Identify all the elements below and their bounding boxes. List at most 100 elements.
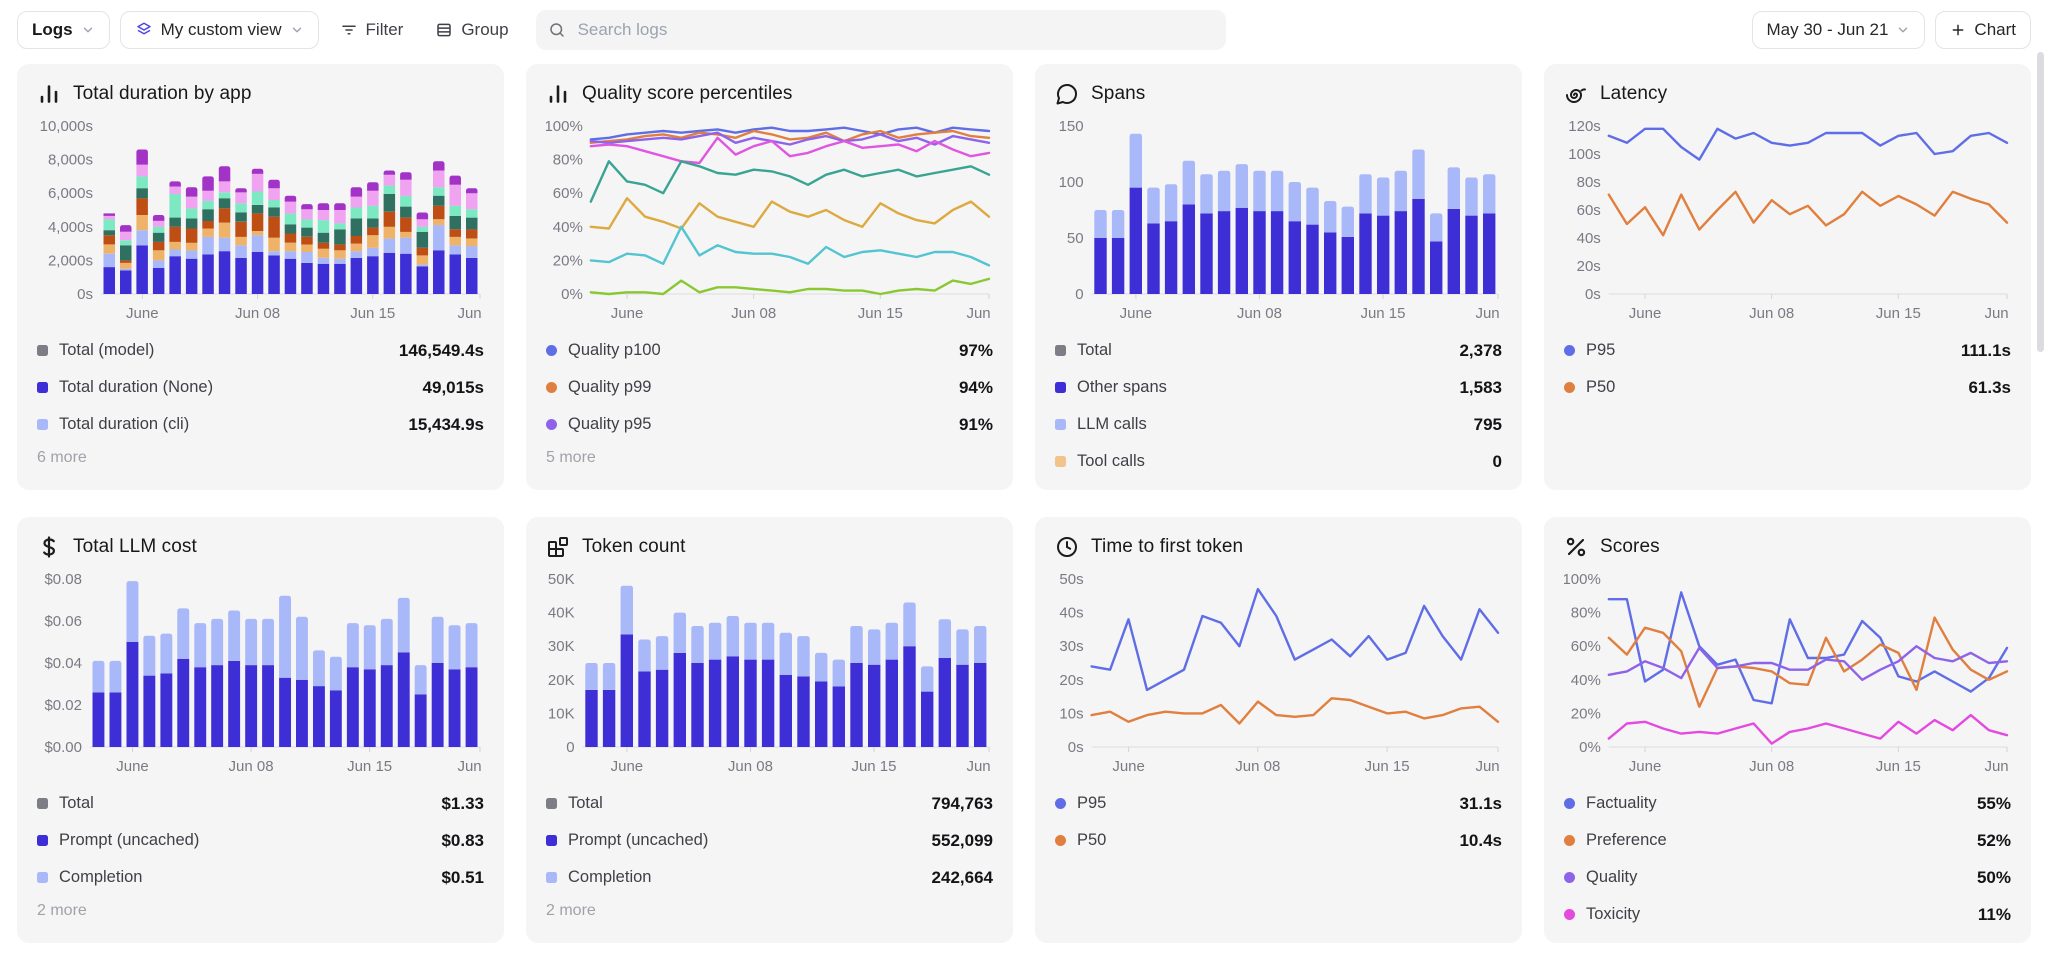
svg-text:Jun 15: Jun 15 [350, 305, 395, 322]
svg-text:10K: 10K [548, 705, 575, 722]
legend-value: 242,664 [931, 867, 993, 887]
rows-icon [435, 21, 453, 39]
chart-canvas[interactable]: 0% 20% 40% 60% 80% 100% June Jun 08 Jun 15 Jun 22 [1564, 569, 2011, 777]
legend-item[interactable]: Quality 50% [1564, 859, 2011, 896]
svg-text:20%: 20% [1571, 705, 1601, 722]
date-range-button[interactable]: May 30 - Jun 21 [1751, 11, 1926, 49]
legend-value: 49,015s [422, 377, 484, 397]
chart-canvas[interactable]: 0s 10s 20s 30s 40s 50s June Jun 08 Jun 15 Jun 22 [1055, 569, 1502, 777]
legend-marker [37, 835, 48, 846]
legend-value: 2,378 [1459, 340, 1502, 360]
card-header: Time to first token [1055, 535, 1502, 559]
legend-item[interactable]: Total 794,763 [546, 785, 993, 822]
chart-canvas[interactable]: 0% 20% 40% 60% 80% 100% June Jun 08 Jun 15 Jun 22 [546, 116, 993, 324]
svg-text:0s: 0s [1068, 739, 1084, 756]
legend-label: Other spans [1077, 378, 1167, 396]
legend-item[interactable]: P95 31.1s [1055, 785, 1502, 822]
card-title: Token count [582, 536, 686, 557]
legend-item[interactable]: Quality p99 94% [546, 369, 993, 406]
legend-label: Quality p100 [568, 341, 661, 359]
svg-text:80s: 80s [1577, 174, 1601, 191]
legend-item[interactable]: Factuality 55% [1564, 785, 2011, 822]
scrollbar[interactable] [2037, 52, 2044, 352]
legend-item[interactable]: P95 111.1s [1564, 332, 2011, 369]
legend-item[interactable]: Preference 52% [1564, 822, 2011, 859]
legend-item[interactable]: Completion 242,664 [546, 859, 993, 896]
legend-label: Total duration (cli) [59, 415, 190, 433]
chart-canvas[interactable]: 0s 20s 40s 60s 80s 100s 120s June Jun 08 Jun 15 Ju… [1564, 116, 2011, 324]
legend-marker [1564, 345, 1575, 356]
chart-canvas[interactable]: $0.00 $0.02 $0.04 $0.06 $0.08 June Jun 08 Jun 1… [37, 569, 484, 777]
svg-text:40%: 40% [1571, 672, 1601, 689]
group-button[interactable]: Group [424, 11, 519, 49]
svg-text:2,000s: 2,000s [48, 252, 93, 269]
filter-button[interactable]: Filter [329, 11, 415, 49]
svg-text:100s: 100s [1568, 146, 1601, 163]
svg-text:0s: 0s [77, 286, 93, 303]
legend-value: 50% [1976, 867, 2011, 887]
legend-item[interactable]: Total duration (None) 49,015s [37, 369, 484, 406]
legend-more-link[interactable]: 2 more [546, 902, 596, 919]
legend-marker [546, 382, 557, 393]
legend-more-link[interactable]: 5 more [546, 449, 596, 466]
card-latency: Latency 0s 20s 40s 60s 80s 100s 120s June Jun 08 J… [1544, 64, 2031, 490]
svg-text:Jun 15: Jun 15 [858, 305, 903, 322]
legend-item[interactable]: Total 2,378 [1055, 332, 1502, 369]
logs-dropdown[interactable]: Logs [17, 11, 110, 49]
legend: Factuality 55% Preference 52% Quality 50% Toxi… [1564, 785, 2011, 933]
svg-text:$0.08: $0.08 [44, 571, 82, 588]
legend-item[interactable]: Total $1.33 [37, 785, 484, 822]
legend-value: 31.1s [1459, 793, 1502, 813]
svg-text:Jun 08: Jun 08 [1749, 758, 1794, 775]
filter-label: Filter [365, 20, 404, 39]
chart-area: 0 50 100 150 June Jun 08 Jun 15 Jun 22 [1055, 116, 1502, 324]
legend-marker [546, 872, 557, 883]
view-dropdown[interactable]: My custom view [119, 11, 319, 49]
legend-more-link[interactable]: 2 more [37, 902, 87, 919]
legend-item[interactable]: Tool calls 0 [1055, 443, 1502, 480]
chart-canvas[interactable]: 0 50 100 150 June Jun 08 Jun 15 Jun 22 [1055, 116, 1502, 324]
legend-item[interactable]: Quality p95 91% [546, 406, 993, 443]
legend-label: Factuality [1586, 794, 1657, 812]
search-box[interactable] [535, 10, 1226, 50]
legend-marker [546, 835, 557, 846]
legend-item[interactable]: Prompt (uncached) 552,099 [546, 822, 993, 859]
legend-label: Quality [1586, 868, 1638, 886]
legend-item[interactable]: Prompt (uncached) $0.83 [37, 822, 484, 859]
svg-text:30K: 30K [548, 638, 575, 655]
chart-canvas[interactable]: 0s 2,000s 4,000s 6,000s 8,000s 10,000s June Jun… [37, 116, 484, 324]
svg-text:Jun 22: Jun 22 [966, 305, 993, 322]
chart-area: $0.00 $0.02 $0.04 $0.06 $0.08 June Jun 08 Jun 1… [37, 569, 484, 777]
legend-item[interactable]: Total (model) 146,549.4s [37, 332, 484, 369]
svg-text:Jun 22: Jun 22 [1984, 305, 2011, 322]
legend-item[interactable]: Toxicity 11% [1564, 896, 2011, 933]
legend-value: 794,763 [931, 793, 993, 813]
legend-item[interactable]: Quality p100 97% [546, 332, 993, 369]
add-chart-button[interactable]: Chart [1935, 11, 2031, 49]
legend-marker [1564, 872, 1575, 883]
svg-text:June: June [1629, 758, 1662, 775]
legend-item[interactable]: P50 10.4s [1055, 822, 1502, 859]
group-label: Group [461, 20, 509, 39]
legend-item[interactable]: Other spans 1,583 [1055, 369, 1502, 406]
legend-item[interactable]: P50 61.3s [1564, 369, 2011, 406]
legend-value: 61.3s [1968, 377, 2011, 397]
legend-item[interactable]: LLM calls 795 [1055, 406, 1502, 443]
legend-marker [1055, 345, 1066, 356]
clock-icon [1055, 535, 1079, 559]
legend-more-link[interactable]: 6 more [37, 449, 87, 466]
chart-canvas[interactable]: 0 10K 20K 30K 40K 50K June Jun 08 Jun 15 Jun 22 [546, 569, 993, 777]
legend-label: P95 [1077, 794, 1107, 812]
search-input[interactable] [575, 19, 1214, 41]
svg-text:$0.02: $0.02 [44, 697, 82, 714]
svg-text:0%: 0% [1579, 739, 1601, 756]
legend-marker [1564, 382, 1575, 393]
legend-item[interactable]: Total duration (cli) 15,434.9s [37, 406, 484, 443]
card-title: Spans [1091, 83, 1146, 104]
svg-text:100%: 100% [1564, 571, 1601, 588]
svg-text:50: 50 [1067, 230, 1084, 247]
legend-label: P95 [1586, 341, 1616, 359]
svg-text:20K: 20K [548, 672, 575, 689]
legend-item[interactable]: Completion $0.51 [37, 859, 484, 896]
chart-area: 0% 20% 40% 60% 80% 100% June Jun 08 Jun 15 Jun 22 [1564, 569, 2011, 777]
